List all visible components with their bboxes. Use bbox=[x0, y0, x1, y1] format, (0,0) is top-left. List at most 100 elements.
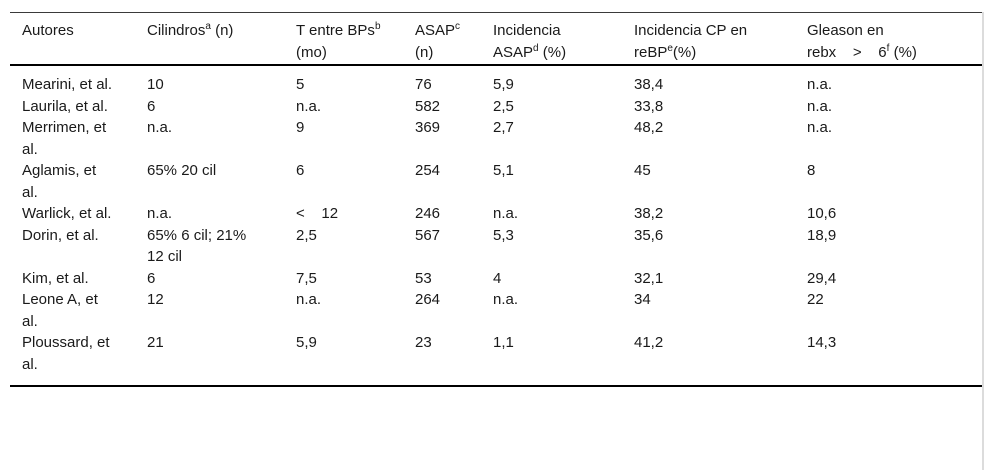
cell-asap: 582 bbox=[415, 97, 441, 115]
cell-t_entre_bps: n.a. bbox=[296, 97, 322, 115]
header-text-gleason: (%) bbox=[889, 43, 917, 61]
cell-asap: 53 bbox=[415, 269, 432, 287]
cell-autores: Merrimen, et al. bbox=[22, 119, 111, 158]
footnote-marker-f: f bbox=[886, 42, 890, 54]
header-text-asap: (n) bbox=[415, 43, 434, 61]
cell-autores: Mearini, et al. bbox=[22, 76, 113, 93]
cell-asap: 264 bbox=[415, 291, 441, 308]
cell-cilindros: 65% 6 cil; 21% 12 cil bbox=[147, 226, 251, 266]
cell-t_entre_bps: 5,9 bbox=[296, 334, 317, 351]
cell-asap: 76 bbox=[415, 76, 432, 93]
header-text-incidencia_asap: (%) bbox=[538, 43, 567, 61]
cell-gleason: n.a. bbox=[807, 97, 833, 115]
cell-t_entre_bps: 7,5 bbox=[296, 269, 317, 287]
cell-autores: Leone A, et al. bbox=[22, 291, 103, 330]
table-row: Merrimen, et al. n.a. 9 369 2,7 48,2 n.a. bbox=[10, 117, 982, 160]
biopsy-studies-table: Autores Cilindrosa (n) T entre BPsb (mo) ASA… bbox=[10, 12, 982, 387]
cell-incidencia_cp: 33,8 bbox=[634, 97, 664, 115]
footnote-marker-b: b bbox=[374, 21, 381, 32]
cell-t_entre_bps: 5 bbox=[296, 76, 305, 93]
cell-incidencia_cp: 32,1 bbox=[634, 269, 664, 287]
cell-autores: Laurila, et al. bbox=[22, 97, 108, 115]
column-header-asap: ASAPc (n) bbox=[415, 12, 493, 66]
cell-incidencia_cp: 38,4 bbox=[634, 76, 664, 93]
cell-t_entre_bps: 2,5 bbox=[296, 226, 317, 244]
table-row: Ploussard, et al. 21 5,9 23 1,1 41,2 14,3 bbox=[10, 332, 982, 386]
cell-asap: 246 bbox=[415, 205, 441, 222]
page-right-edge-line bbox=[982, 12, 984, 470]
cell-gleason: n.a. bbox=[807, 119, 833, 136]
table-row: Warlick, et al. n.a. < 12 246 n.a. 38,2 10,6 bbox=[10, 203, 982, 225]
cell-gleason: 14,3 bbox=[807, 334, 837, 351]
table-row: Dorin, et al. 65% 6 cil; 21% 12 cil 2,5 567… bbox=[10, 225, 982, 268]
cell-gleason: 10,6 bbox=[807, 205, 837, 222]
header-text-gleason: Gleason en bbox=[807, 22, 884, 39]
cell-cilindros: 10 bbox=[147, 76, 164, 93]
header-text-autores: Autores bbox=[22, 22, 74, 39]
cell-incidencia_cp: 35,6 bbox=[634, 226, 664, 244]
column-header-gleason: Gleason en rebx > 6f (%) bbox=[807, 12, 982, 66]
cell-gleason: n.a. bbox=[807, 76, 833, 93]
cell-incidencia_asap: n.a. bbox=[493, 205, 519, 222]
cell-incidencia_asap: 1,1 bbox=[493, 334, 514, 351]
cell-asap: 23 bbox=[415, 334, 432, 351]
cell-t_entre_bps: < 12 bbox=[296, 205, 339, 222]
column-header-incidencia_asap: Incidencia ASAPd (%) bbox=[493, 12, 634, 66]
cell-gleason: 29,4 bbox=[807, 269, 837, 287]
column-header-cilindros: Cilindrosa (n) bbox=[147, 12, 296, 66]
header-text-incidencia_asap: Incidencia bbox=[493, 22, 561, 39]
cell-incidencia_cp: 34 bbox=[634, 291, 651, 308]
cell-autores: Warlick, et al. bbox=[22, 205, 112, 222]
footnote-marker-c: c bbox=[455, 21, 461, 32]
cell-t_entre_bps: n.a. bbox=[296, 291, 322, 308]
table-header: Autores Cilindrosa (n) T entre BPsb (mo) ASA… bbox=[10, 12, 982, 66]
column-header-autores: Autores bbox=[10, 12, 147, 66]
cell-autores: Dorin, et al. bbox=[22, 226, 99, 244]
cell-incidencia_asap: 5,3 bbox=[493, 226, 514, 244]
cell-cilindros: 21 bbox=[147, 334, 164, 351]
cell-t_entre_bps: 9 bbox=[296, 119, 305, 136]
header-text-gleason: rebx > 6 bbox=[807, 43, 887, 61]
cell-cilindros: 65% 20 cil bbox=[147, 162, 217, 179]
header-text-cilindros: Cilindros bbox=[147, 22, 206, 39]
cell-asap: 567 bbox=[415, 226, 441, 244]
cell-cilindros: 6 bbox=[147, 97, 156, 115]
header-text-incidencia_cp: Incidencia CP en bbox=[634, 22, 748, 39]
table-header-row: Autores Cilindrosa (n) T entre BPsb (mo) ASA… bbox=[10, 12, 982, 66]
cell-incidencia_cp: 48,2 bbox=[634, 119, 664, 136]
cell-incidencia_asap: 2,5 bbox=[493, 97, 514, 115]
cell-incidencia_cp: 41,2 bbox=[634, 334, 664, 351]
cell-incidencia_asap: 5,9 bbox=[493, 76, 514, 93]
cell-autores: Aglamis, et al. bbox=[22, 162, 101, 201]
header-text-t_entre_bps: (mo) bbox=[296, 43, 327, 61]
cell-cilindros: 12 bbox=[147, 291, 164, 308]
cell-incidencia_asap: 4 bbox=[493, 269, 502, 287]
table-row: Leone A, et al. 12 n.a. 264 n.a. 34 22 bbox=[10, 289, 982, 332]
cell-incidencia_asap: 5,1 bbox=[493, 162, 514, 179]
cell-cilindros: n.a. bbox=[147, 119, 173, 136]
header-text-incidencia_cp: (%) bbox=[672, 43, 697, 61]
table-row: Laurila, et al. 6 n.a. 582 2,5 33,8 n.a. bbox=[10, 96, 982, 118]
paper-page: Autores Cilindrosa (n) T entre BPsb (mo) ASA… bbox=[0, 12, 992, 470]
header-text-incidencia_asap: ASAP bbox=[493, 43, 534, 61]
header-text-incidencia_cp: reBP bbox=[634, 43, 668, 61]
header-text-cilindros: (n) bbox=[210, 22, 234, 39]
cell-asap: 254 bbox=[415, 162, 441, 179]
header-text-t_entre_bps: T entre BPs bbox=[296, 22, 375, 39]
cell-gleason: 18,9 bbox=[807, 226, 837, 244]
table-body: Mearini, et al. 10 5 76 5,9 38,4 n.a. Laurila, … bbox=[10, 65, 982, 386]
footnote-marker-e: e bbox=[667, 42, 673, 54]
cell-cilindros: n.a. bbox=[147, 205, 173, 222]
cell-incidencia_asap: n.a. bbox=[493, 291, 519, 308]
header-text-asap: ASAP bbox=[415, 22, 456, 39]
cell-asap: 369 bbox=[415, 119, 441, 136]
cell-cilindros: 6 bbox=[147, 269, 156, 287]
table-row: Aglamis, et al. 65% 20 cil 6 254 5,1 45 8 bbox=[10, 160, 982, 203]
cell-incidencia_asap: 2,7 bbox=[493, 119, 514, 136]
footnote-marker-a: a bbox=[205, 21, 211, 32]
table-row: Mearini, et al. 10 5 76 5,9 38,4 n.a. bbox=[10, 65, 982, 96]
cell-autores: Kim, et al. bbox=[22, 269, 89, 287]
column-header-incidencia_cp: Incidencia CP en reBPe(%) bbox=[634, 12, 807, 66]
footnote-marker-d: d bbox=[533, 42, 539, 54]
cell-t_entre_bps: 6 bbox=[296, 162, 305, 179]
